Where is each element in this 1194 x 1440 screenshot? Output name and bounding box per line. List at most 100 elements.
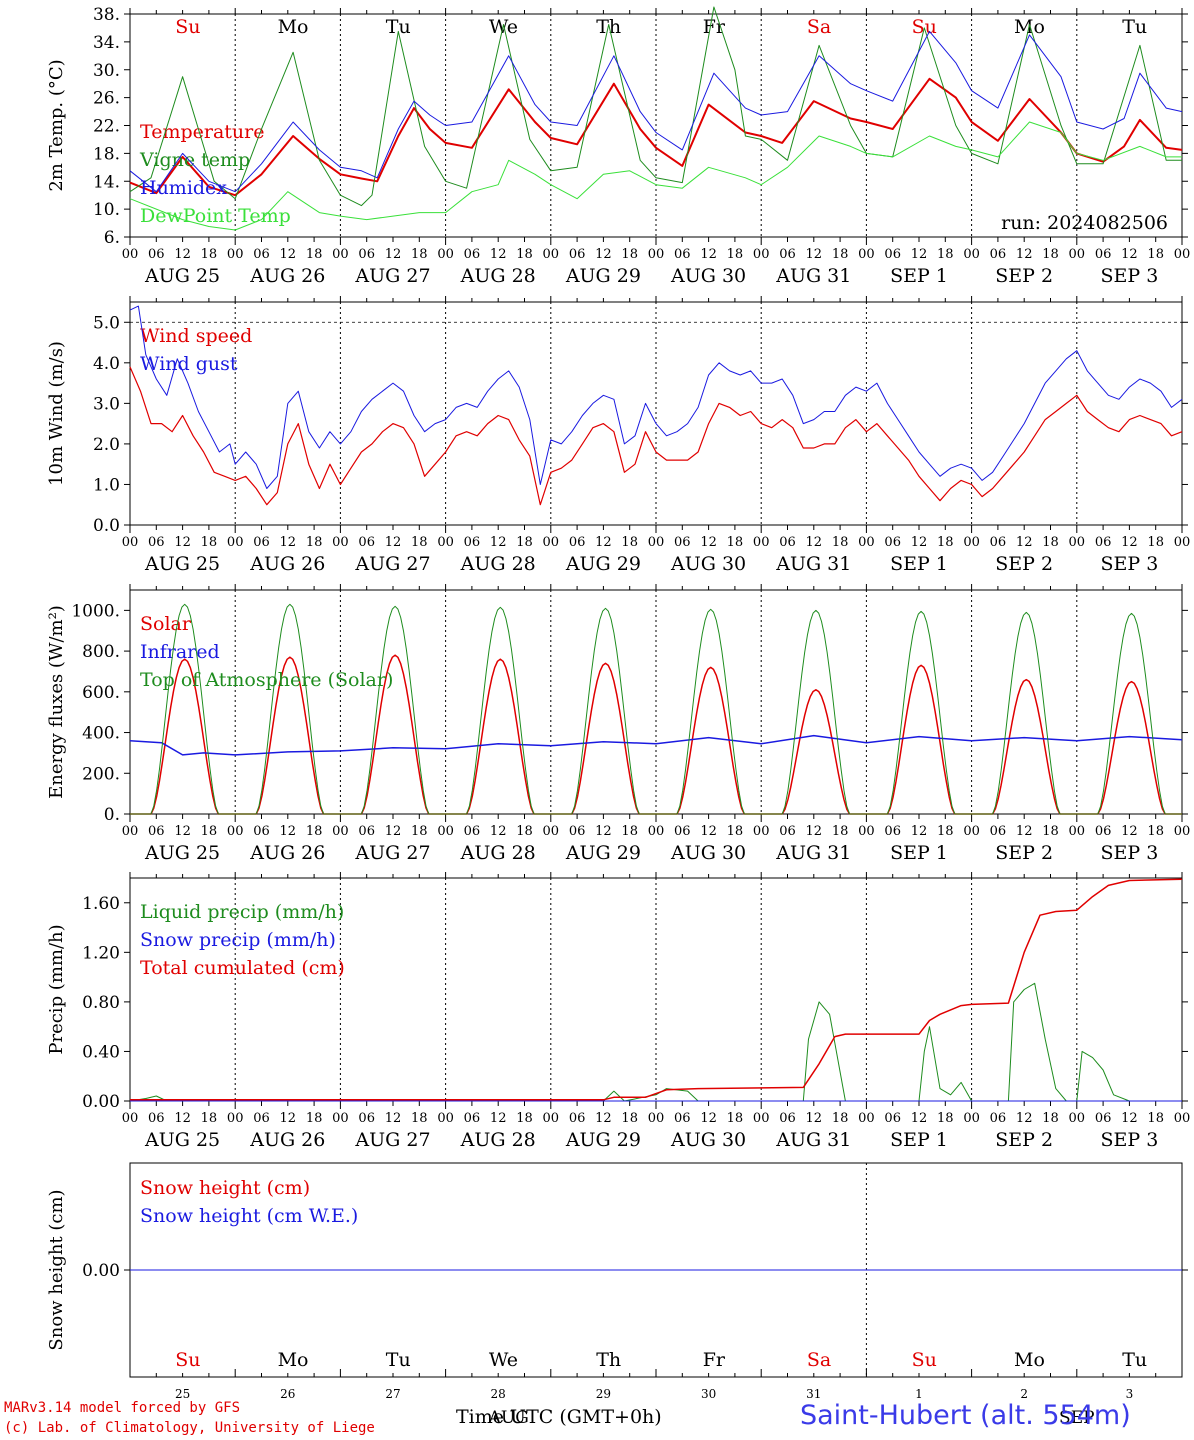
chart-panel-5: 0.00 Snow height (cm) 25 26 27 28 29 30 31 1 2 3 AUG… (46, 1162, 1188, 1428)
x-date-label: SEP 1 (890, 265, 948, 287)
weekday-label: Mo (278, 1349, 309, 1371)
x-hour-label: 18 (1147, 824, 1164, 839)
x-hour-label: 12 (385, 824, 402, 839)
x-hour-label: 00 (543, 247, 560, 262)
x-hour-label: 18 (832, 824, 849, 839)
x-hour-label: 12 (490, 247, 507, 262)
x-hour-label: 06 (464, 1111, 481, 1126)
x-hour-label: 18 (937, 247, 954, 262)
x-hour-label: 12 (911, 1111, 928, 1126)
x-date-label: AUG 26 (249, 842, 325, 864)
legend-entry: Solar (140, 613, 192, 635)
weekday-label: Su (175, 16, 200, 38)
x-hour-label: 18 (306, 535, 323, 550)
x-hour-label: 00 (753, 1111, 770, 1126)
x-hour-label: 00 (1069, 535, 1086, 550)
x-hour-label: 00 (1174, 535, 1191, 550)
legend-entry: Total cumulated (cm) (140, 957, 345, 979)
x-hour-label: 00 (963, 824, 980, 839)
x-hour-label: 18 (1042, 247, 1059, 262)
x-date-label: AUG 28 (460, 842, 536, 864)
x-date-label: AUG 30 (670, 265, 746, 287)
weekday-label: Su (912, 16, 937, 38)
y-axis-label: Precip (mm/h) (46, 924, 67, 1054)
x-day-number: 31 (806, 1387, 821, 1401)
x-hour-label: 18 (727, 824, 744, 839)
x-hour-label: 06 (569, 824, 586, 839)
x-date-label: AUG 30 (670, 842, 746, 864)
x-hour-label: 18 (937, 535, 954, 550)
x-hour-label: 12 (174, 535, 191, 550)
x-hour-label: 06 (884, 247, 901, 262)
x-hour-label: 12 (1016, 247, 1033, 262)
x-hour-label: 06 (253, 247, 270, 262)
x-date-label: AUG 31 (775, 553, 851, 575)
x-day-number: 1 (915, 1387, 923, 1401)
x-hour-label: 06 (569, 1111, 586, 1126)
x-hour-label: 06 (358, 1111, 375, 1126)
x-date-label: SEP 1 (890, 1129, 948, 1151)
legend-entry: Wind speed (140, 325, 252, 347)
x-hour-label: 06 (1095, 1111, 1112, 1126)
x-date-label: AUG 30 (670, 1129, 746, 1151)
x-hour-label: 18 (937, 1111, 954, 1126)
chart-panel-2: 0.0 1.0 2.0 3.0 4.0 5.0 10m Wind (m/s) 00 06 12 18… (46, 296, 1190, 575)
series-line-3 (130, 603, 1182, 815)
weekday-label: Su (912, 1349, 937, 1371)
x-month-label: SEP (1059, 1408, 1095, 1428)
x-hour-label: 18 (1042, 1111, 1059, 1126)
y-tick-label: 800. (82, 642, 120, 662)
x-hour-label: 00 (753, 824, 770, 839)
legend-entry: Snow precip (mm/h) (140, 929, 336, 951)
x-hour-label: 06 (464, 247, 481, 262)
x-hour-label: 18 (1042, 535, 1059, 550)
legend-entry: Snow height (cm) (140, 1177, 310, 1199)
x-date-label: AUG 26 (249, 553, 325, 575)
x-hour-label: 18 (516, 247, 533, 262)
legend-entry: Temperature (140, 121, 264, 143)
x-hour-label: 06 (674, 535, 691, 550)
x-hour-label: 18 (516, 1111, 533, 1126)
x-hour-label: 12 (700, 535, 717, 550)
x-date-label: SEP 3 (1100, 265, 1158, 287)
x-hour-label: 12 (806, 535, 823, 550)
x-hour-label: 00 (648, 1111, 665, 1126)
x-day-number: 2 (1020, 1387, 1028, 1401)
x-hour-label: 18 (1147, 247, 1164, 262)
x-hour-label: 12 (385, 535, 402, 550)
x-hour-label: 12 (174, 1111, 191, 1126)
x-hour-label: 06 (779, 1111, 796, 1126)
y-tick-label: 10. (93, 200, 120, 220)
x-hour-label: 00 (753, 535, 770, 550)
y-axis-label: Energy fluxes (W/m²) (46, 605, 67, 799)
x-hour-label: 06 (148, 824, 165, 839)
x-hour-label: 18 (727, 1111, 744, 1126)
y-tick-label: 2.0 (93, 435, 120, 455)
x-date-label: AUG 27 (354, 1129, 430, 1151)
x-hour-label: 06 (569, 247, 586, 262)
x-hour-label: 12 (490, 824, 507, 839)
series-line-3 (129, 30, 1183, 193)
x-hour-label: 12 (806, 247, 823, 262)
x-hour-label: 00 (437, 824, 454, 839)
y-tick-label: 1.0 (93, 475, 120, 495)
weekday-label: Mo (278, 16, 309, 38)
x-hour-label: 00 (122, 824, 139, 839)
x-axis-title: Time UTC (GMT+0h) (456, 1406, 662, 1428)
x-hour-label: 06 (990, 1111, 1007, 1126)
x-date-label: AUG 26 (249, 1129, 325, 1151)
weekday-label: Sa (807, 16, 831, 38)
chart-panel-3: 0. 200. 400. 600. 800. 1000.Energy fluxes (W/… (46, 584, 1190, 864)
x-date-label: AUG 31 (775, 265, 851, 287)
x-hour-label: 12 (700, 247, 717, 262)
x-date-label: SEP 2 (995, 553, 1053, 575)
x-date-label: AUG 25 (144, 265, 220, 287)
x-hour-label: 18 (832, 247, 849, 262)
y-tick-label: 1.60 (82, 894, 120, 914)
x-hour-label: 06 (779, 535, 796, 550)
x-hour-label: 18 (306, 1111, 323, 1126)
x-hour-label: 06 (253, 1111, 270, 1126)
chart-panel-1: 6. 10. 14. 18. 22. 26. 30. 34. 38. 2m Temp. (°C) 0… (46, 5, 1190, 287)
x-hour-label: 00 (1174, 247, 1191, 262)
